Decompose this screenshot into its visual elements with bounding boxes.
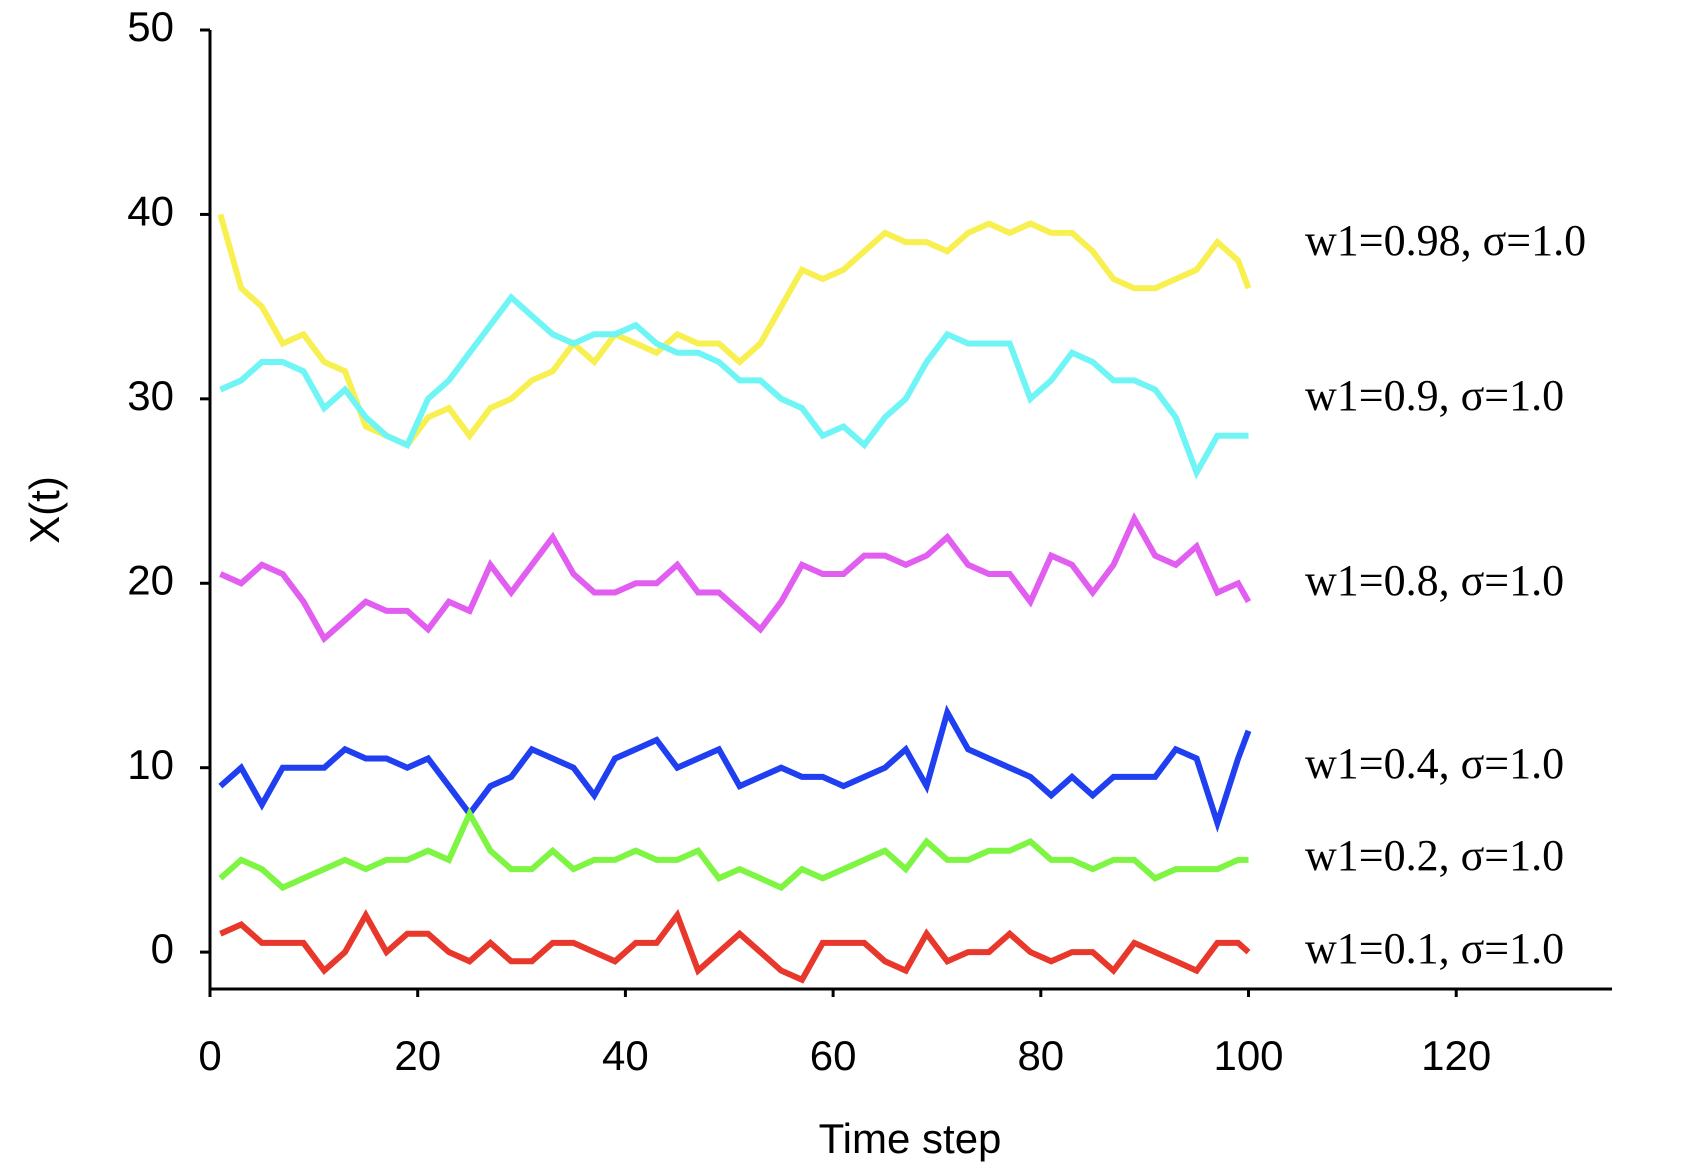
y-tick-label: 0 — [151, 925, 174, 972]
series-label: w1=0.1, σ=1.0 — [1305, 924, 1564, 973]
x-tick-label: 0 — [198, 1032, 221, 1079]
y-tick-label: 10 — [127, 741, 174, 788]
series-label: w1=0.2, σ=1.0 — [1305, 831, 1564, 880]
y-tick-label: 30 — [127, 372, 174, 419]
series-line — [219, 292, 1249, 480]
x-tick-label: 100 — [1213, 1032, 1283, 1079]
series-line — [219, 512, 1252, 644]
series-line — [218, 704, 1252, 833]
series-label: w1=0.98, σ=1.0 — [1305, 216, 1586, 265]
series-line — [217, 213, 1252, 449]
x-tick-label: 80 — [1017, 1032, 1064, 1079]
y-axis-title: X(t) — [21, 476, 68, 544]
series-line — [218, 807, 1249, 892]
series-label: w1=0.9, σ=1.0 — [1305, 371, 1564, 420]
y-tick-label: 50 — [127, 3, 174, 50]
x-tick-label: 60 — [810, 1032, 857, 1079]
series-label: w1=0.4, σ=1.0 — [1305, 739, 1564, 788]
x-tick-label: 40 — [602, 1032, 649, 1079]
series-label: w1=0.8, σ=1.0 — [1305, 556, 1564, 605]
y-tick-label: 20 — [127, 556, 174, 603]
series-line — [219, 909, 1251, 984]
y-tick-label: 40 — [127, 188, 174, 235]
x-axis-title: Time step — [819, 1115, 1002, 1162]
x-tick-label: 20 — [394, 1032, 441, 1079]
x-tick-label: 120 — [1421, 1032, 1491, 1079]
